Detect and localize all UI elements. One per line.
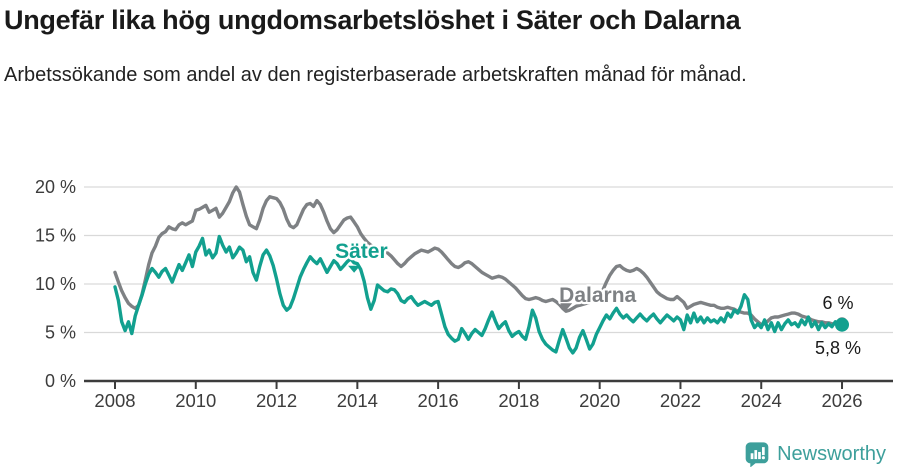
x-tick-label: 2026	[821, 390, 862, 411]
end-label-sater: 5,8 %	[815, 338, 861, 358]
series-line-dalarna	[113, 185, 844, 327]
series-label-caret-sater	[348, 265, 361, 273]
brand-name: Newsworthy	[777, 442, 886, 465]
series-label-dalarna: Dalarna	[559, 284, 636, 307]
x-tick-label: 2008	[94, 390, 135, 411]
x-tick-label: 2022	[660, 390, 701, 411]
x-tick-label: 2020	[579, 390, 620, 411]
page-title: Ungefär lika hög ungdomsarbetslöshet i S…	[4, 5, 741, 35]
y-tick-label: 15 %	[35, 226, 76, 246]
newsworthy-logo-icon	[745, 442, 769, 467]
brand-footer: Newsworthy	[744, 441, 886, 467]
x-tick-label: 2010	[175, 390, 216, 411]
series-line-sater	[113, 234, 844, 355]
logo-exclamation-bar	[762, 447, 765, 456]
logo-exclamation-dot	[761, 456, 766, 460]
series-label-sater: Säter	[335, 240, 388, 263]
series-label-caret-dalarna	[560, 303, 573, 311]
y-tick-label: 5 %	[45, 323, 76, 343]
logo-bar-tall	[754, 450, 758, 460]
end-label-dalarna: 6 %	[822, 293, 853, 313]
x-tick-label: 2014	[337, 390, 378, 411]
y-tick-label: 20 %	[35, 177, 76, 197]
x-tick-label: 2016	[418, 390, 459, 411]
y-tick-label: 10 %	[35, 274, 76, 294]
y-tick-label: 0 %	[45, 371, 76, 391]
x-tick-label: 2012	[256, 390, 297, 411]
page-subtitle: Arbetssökande som andel av den registerb…	[4, 64, 747, 86]
x-tick-label: 2018	[498, 390, 539, 411]
logo-bar-medium	[758, 451, 761, 460]
x-tick-label: 2024	[741, 390, 782, 411]
logo-bar-small	[750, 453, 754, 460]
end-dot-sater	[835, 317, 849, 332]
